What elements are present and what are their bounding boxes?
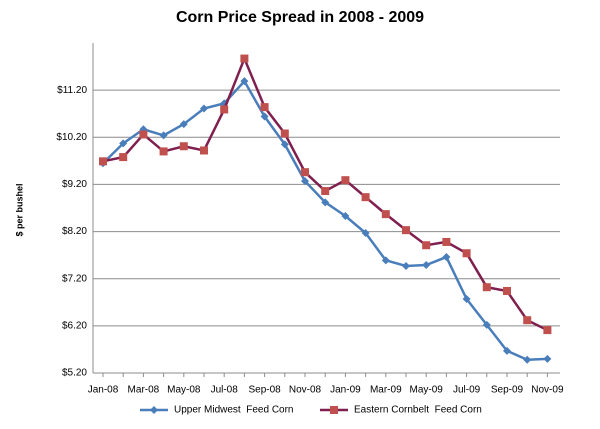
legend-label: Upper Midwest Feed Corn xyxy=(174,405,294,416)
marker xyxy=(139,130,148,139)
marker xyxy=(341,212,350,221)
marker xyxy=(179,142,188,151)
x-tick-label: Sep-08 xyxy=(248,385,281,396)
marker xyxy=(462,249,471,258)
x-tick-label: Sep-09 xyxy=(491,385,524,396)
marker xyxy=(482,283,491,292)
marker xyxy=(159,131,168,140)
y-tick-label: $9.20 xyxy=(62,179,87,190)
x-tick-label: May-09 xyxy=(410,385,444,396)
marker xyxy=(381,256,390,265)
marker xyxy=(240,54,249,63)
marker xyxy=(99,157,107,166)
marker xyxy=(280,129,289,138)
x-tick-label: May-08 xyxy=(167,385,201,396)
marker xyxy=(200,104,208,113)
marker xyxy=(341,176,350,185)
x-tick-label: Jul-09 xyxy=(453,385,481,396)
y-tick-label: $7.20 xyxy=(62,273,87,284)
marker xyxy=(442,253,451,262)
marker xyxy=(321,198,330,207)
marker xyxy=(381,210,390,219)
x-tick-label: Jul-08 xyxy=(211,385,239,396)
marker xyxy=(422,261,431,270)
marker xyxy=(220,105,229,114)
marker xyxy=(402,261,410,270)
legend-label: Eastern Cornbelt Feed Corn xyxy=(354,405,482,416)
marker xyxy=(119,139,128,148)
y-tick-label: $6.20 xyxy=(62,320,87,331)
marker xyxy=(503,286,511,295)
marker xyxy=(321,187,330,196)
marker xyxy=(462,294,471,303)
marker xyxy=(543,354,552,363)
marker xyxy=(422,241,431,250)
marker xyxy=(260,103,269,112)
chart-title: Corn Price Spread in 2008 - 2009 xyxy=(176,9,424,26)
y-tick-label: $10.20 xyxy=(56,132,87,143)
marker xyxy=(119,153,128,162)
marker xyxy=(179,120,188,129)
x-tick-label: Jan-08 xyxy=(88,385,119,396)
marker xyxy=(402,226,410,235)
marker xyxy=(301,177,309,186)
marker xyxy=(503,346,511,355)
marker xyxy=(361,228,370,237)
marker xyxy=(200,146,208,155)
marker xyxy=(482,320,491,329)
y-axis-label: $ per bushel xyxy=(14,183,24,236)
legend-marker xyxy=(330,406,338,414)
marker xyxy=(442,237,451,246)
marker xyxy=(260,112,269,121)
marker xyxy=(523,316,532,325)
marker xyxy=(240,77,249,86)
legend-marker xyxy=(150,406,158,414)
marker xyxy=(361,193,370,202)
marker xyxy=(159,147,168,156)
x-tick-label: Nov-09 xyxy=(531,385,564,396)
y-tick-label: $5.20 xyxy=(62,368,87,379)
y-tick-label: $8.20 xyxy=(62,226,87,237)
y-tick-label: $11.20 xyxy=(57,85,87,96)
marker xyxy=(543,326,552,335)
x-tick-label: Mar-08 xyxy=(128,385,160,396)
marker xyxy=(523,355,532,364)
x-tick-label: Jan-09 xyxy=(330,385,361,396)
marker xyxy=(301,168,309,177)
x-tick-label: Mar-09 xyxy=(370,385,402,396)
marker xyxy=(280,140,289,149)
x-tick-label: Nov-08 xyxy=(289,385,322,396)
